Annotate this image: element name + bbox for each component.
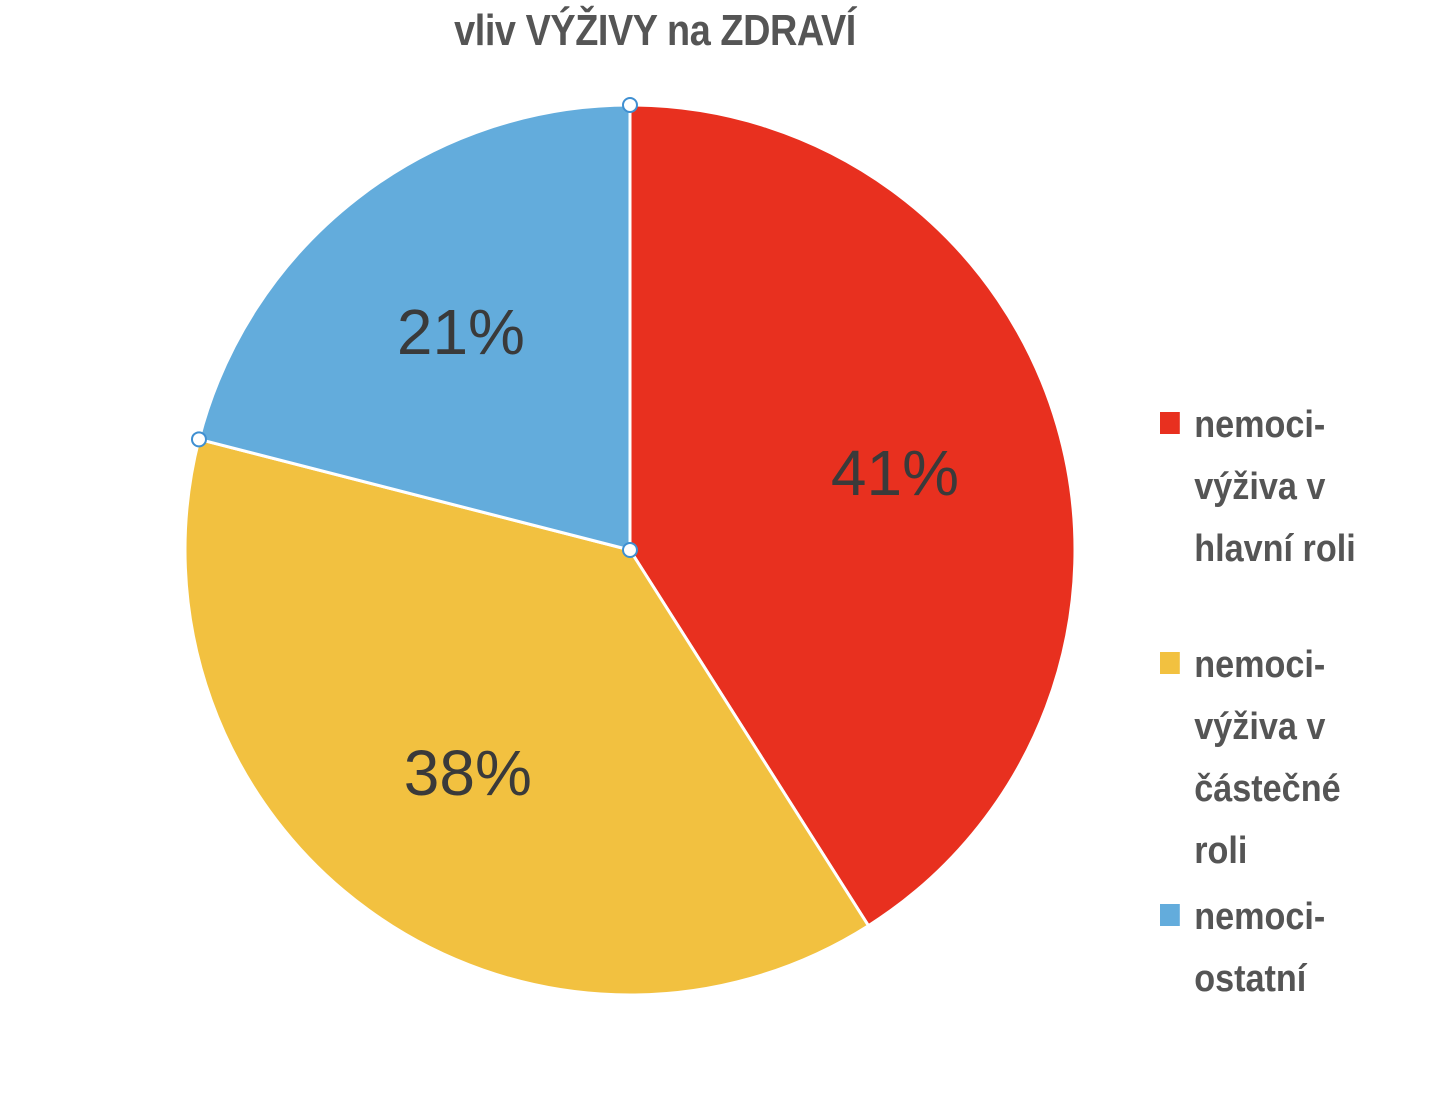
legend-swatch-red [1160,412,1180,434]
pie-slice-partial-role[interactable] [183,437,871,997]
selection-handle-left[interactable] [190,431,207,448]
legend: nemoci-výživa v hlavní roli nemoci-výživ… [1160,394,1410,1010]
selection-handle-center[interactable] [622,542,638,558]
legend-label: nemoci-výživa v částečné roli [1194,644,1341,872]
legend-label: nemoci-ostatní [1194,896,1326,1000]
legend-item-other: nemoci-ostatní [1160,886,1385,1010]
pie-label-other: 21% [397,296,525,368]
pie-slice-main-role[interactable] [628,103,1077,928]
legend-swatch-blue [1160,904,1180,926]
legend-swatch-yellow [1160,652,1180,674]
legend-item-partial-role: nemoci-výživa v částečné roli [1160,634,1385,882]
pie-label-partial-role: 38% [404,737,532,809]
legend-item-main-role: nemoci-výživa v hlavní roli [1160,394,1385,580]
selection-handle-top[interactable] [622,97,638,113]
chart-title: vliv VÝŽIVY na ZDRAVÍ [454,6,856,55]
legend-label: nemoci-výživa v hlavní roli [1194,404,1356,570]
pie-label-main-role: 41% [831,437,959,509]
pie-slice-other[interactable] [197,103,632,552]
